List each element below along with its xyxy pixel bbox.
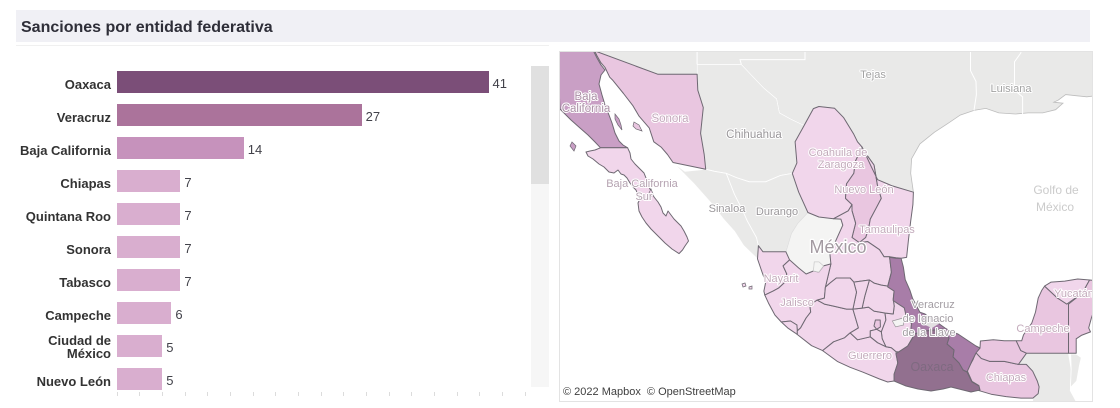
svg-text:Luisiana: Luisiana [991, 83, 1033, 95]
svg-text:Durango: Durango [756, 206, 798, 218]
svg-text:Golfo de: Golfo de [1033, 183, 1079, 197]
svg-text:Tejas: Tejas [860, 69, 886, 81]
svg-text:Baja: Baja [574, 91, 598, 103]
svg-text:Zaragoza: Zaragoza [818, 159, 865, 171]
svg-text:Chiapas: Chiapas [986, 372, 1027, 384]
svg-text:Baja California: Baja California [606, 178, 678, 190]
svg-text:Nayarit: Nayarit [764, 273, 799, 285]
svg-text:de Ignacio: de Ignacio [903, 313, 954, 325]
svg-text:de la Llave: de la Llave [902, 327, 955, 339]
svg-text:Sinaloa: Sinaloa [709, 203, 747, 215]
svg-text:Oaxaca: Oaxaca [910, 360, 953, 374]
svg-text:Veracruz: Veracruz [911, 299, 954, 311]
svg-text:Jalisco: Jalisco [780, 297, 814, 309]
svg-text:Coahuila de: Coahuila de [809, 147, 868, 159]
svg-text:México: México [1036, 200, 1074, 214]
svg-text:Sur: Sur [635, 191, 652, 203]
svg-text:México: México [809, 237, 866, 257]
svg-text:Chihuahua: Chihuahua [726, 129, 782, 141]
svg-text:Tamaulipas: Tamaulipas [859, 224, 915, 236]
svg-text:Yucatán: Yucatán [1054, 288, 1092, 300]
svg-text:California: California [562, 103, 611, 115]
svg-text:Sonora: Sonora [651, 113, 689, 125]
svg-text:Campeche: Campeche [1016, 323, 1069, 335]
svg-text:Nuevo León: Nuevo León [834, 184, 893, 196]
svg-text:Guerrero: Guerrero [848, 350, 892, 362]
